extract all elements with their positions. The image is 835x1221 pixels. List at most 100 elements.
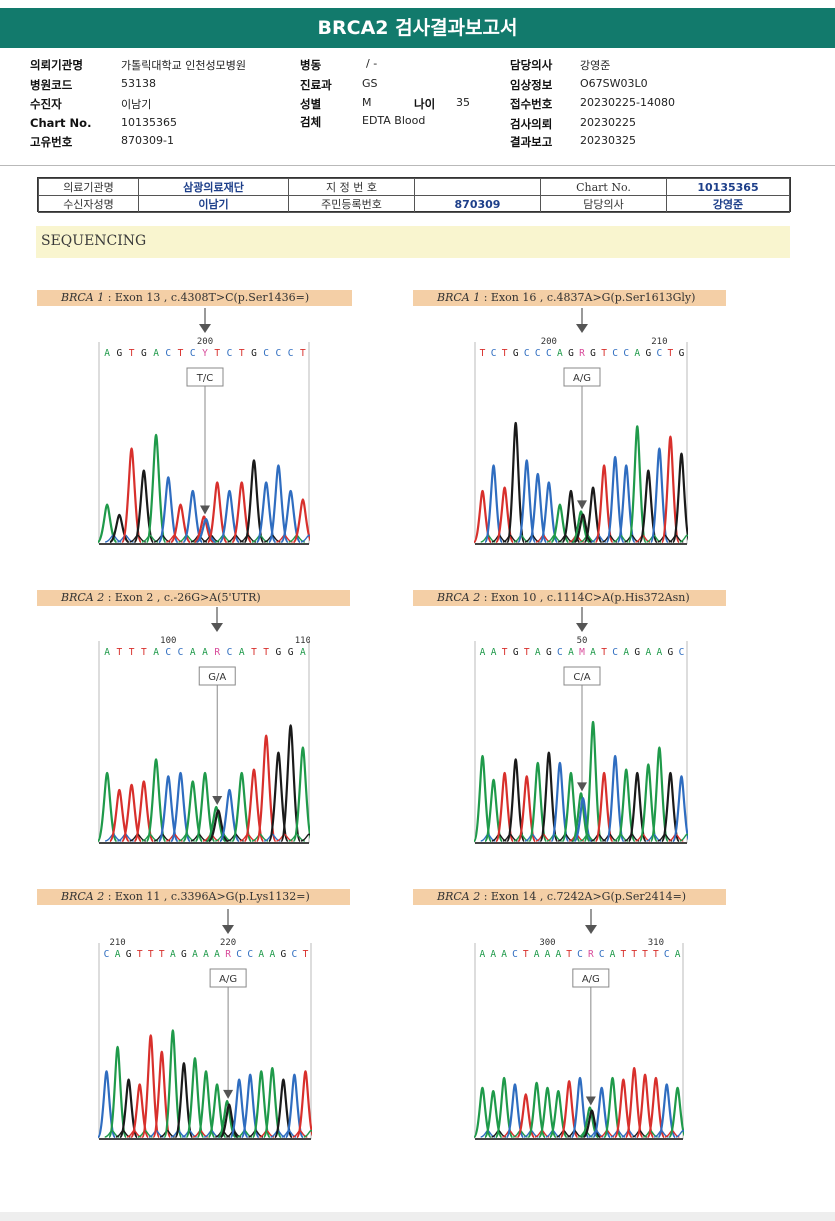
- position-label: 300: [539, 938, 555, 948]
- base-call: C: [657, 348, 663, 359]
- base-call: A: [490, 949, 496, 960]
- base-call: T: [141, 647, 147, 658]
- base-call: C: [577, 949, 583, 960]
- peak: [292, 498, 310, 544]
- genotype-label: C/A: [573, 672, 590, 683]
- doctor-key: 담당의사: [510, 58, 553, 72]
- report-title: BRCA2 검사결과보고서: [0, 8, 835, 48]
- lab-cell: 삼광의료재단: [138, 178, 289, 196]
- base-call: T: [159, 949, 165, 960]
- peak: [295, 1070, 312, 1139]
- variant-text: : Exon 10 , c.1114C>A(p.His372Asn): [480, 591, 690, 604]
- peak: [141, 1034, 161, 1139]
- specimen-key: 검체: [300, 115, 322, 129]
- receipt-no-key: 접수번호: [510, 97, 553, 111]
- base-call: C: [546, 348, 552, 359]
- base-call: A: [534, 949, 540, 960]
- age-value: 35: [456, 96, 470, 109]
- peak: [196, 1070, 216, 1139]
- department-value: GS: [362, 77, 378, 90]
- base-call: T: [668, 348, 674, 359]
- base-call: A: [192, 949, 198, 960]
- base-call: C: [557, 647, 563, 658]
- unique-id-value: 870309-1: [121, 134, 174, 147]
- peak: [145, 433, 167, 544]
- gene-name: BRCA 2: [437, 890, 481, 903]
- base-call: T: [129, 647, 135, 658]
- ward-value: / -: [366, 57, 378, 70]
- peak: [255, 734, 277, 843]
- sex-key: 성별: [300, 97, 322, 111]
- arrow-down-icon: [200, 505, 210, 515]
- chart-no-value: 10135365: [121, 116, 177, 129]
- unique-id-key: 고유번호: [30, 135, 73, 149]
- peak: [262, 1067, 282, 1139]
- peak: [570, 1076, 590, 1139]
- base-call: A: [258, 949, 264, 960]
- peak: [292, 746, 310, 843]
- patient-value: 이남기: [121, 98, 152, 111]
- base-call: T: [631, 949, 637, 960]
- position-label: 210: [109, 938, 125, 948]
- base-call: C: [512, 949, 518, 960]
- peak: [660, 435, 681, 544]
- base-call: A: [645, 647, 651, 658]
- arrow-down-icon: [584, 909, 597, 934]
- base-call: A: [557, 348, 563, 359]
- arrow-down-icon: [577, 500, 587, 510]
- base-call: A: [214, 949, 220, 960]
- arrow-down-icon: [199, 308, 211, 333]
- report-date-value: 20230325: [580, 134, 636, 147]
- position-label: 50: [577, 636, 588, 646]
- base-call: T: [601, 647, 607, 658]
- peak: [605, 754, 625, 843]
- base-call: A: [269, 949, 275, 960]
- noise-peak: [276, 833, 293, 842]
- base-call: T: [263, 647, 269, 658]
- lab-cell: 담당의사: [540, 195, 667, 213]
- page-bottom-strip: [0, 1212, 835, 1221]
- base-call: C: [679, 647, 685, 658]
- genotype-label: A/G: [573, 373, 591, 384]
- genotype-label: A/G: [219, 974, 237, 985]
- peak: [649, 746, 669, 843]
- base-call: T: [524, 647, 530, 658]
- base-call: C: [236, 949, 242, 960]
- peak: [205, 805, 227, 843]
- age-key: 나이: [414, 97, 436, 111]
- gene-name: BRCA 2: [61, 591, 105, 604]
- peak: [107, 1045, 128, 1139]
- base-call: R: [588, 949, 594, 960]
- base-call: T: [148, 949, 154, 960]
- peak: [671, 452, 688, 544]
- peak: [583, 720, 603, 843]
- base-call: C: [178, 647, 184, 658]
- noise-peak: [300, 833, 310, 842]
- base-call: T: [137, 949, 143, 960]
- variant-caption: BRCA 2 : Exon 2 , c.-26G>A(5'UTR): [37, 590, 350, 606]
- variant-text: : Exon 11 , c.3396A>G(p.Lys1132=): [104, 890, 310, 903]
- base-call: A: [202, 647, 208, 658]
- variant-caption: BRCA 2 : Exon 14 , c.7242A>G(p.Ser2414=): [413, 889, 726, 905]
- peak: [573, 797, 593, 843]
- base-call: C: [612, 348, 618, 359]
- peak: [494, 1076, 514, 1139]
- base-call: G: [590, 348, 596, 359]
- arrow-down-icon: [576, 607, 588, 632]
- base-call: A: [170, 949, 176, 960]
- genotype-box: [572, 968, 610, 988]
- chromatogram-chart: 50A A T G T A G C A M A T C A G A A G CC/A: [474, 636, 688, 844]
- arrow-down-icon: [223, 1089, 234, 1099]
- noise-peak: [624, 534, 640, 543]
- variant-caption: BRCA 1 : Exon 13 , c.4308T>C(p.Ser1436=): [37, 290, 352, 306]
- noise-peak: [679, 534, 688, 543]
- arrow-down-icon: [585, 1096, 596, 1106]
- peak: [550, 761, 570, 843]
- base-call: C: [599, 949, 605, 960]
- base-call: T: [300, 348, 306, 359]
- peak: [243, 459, 265, 544]
- base-call: A: [634, 348, 640, 359]
- base-call: T: [523, 949, 529, 960]
